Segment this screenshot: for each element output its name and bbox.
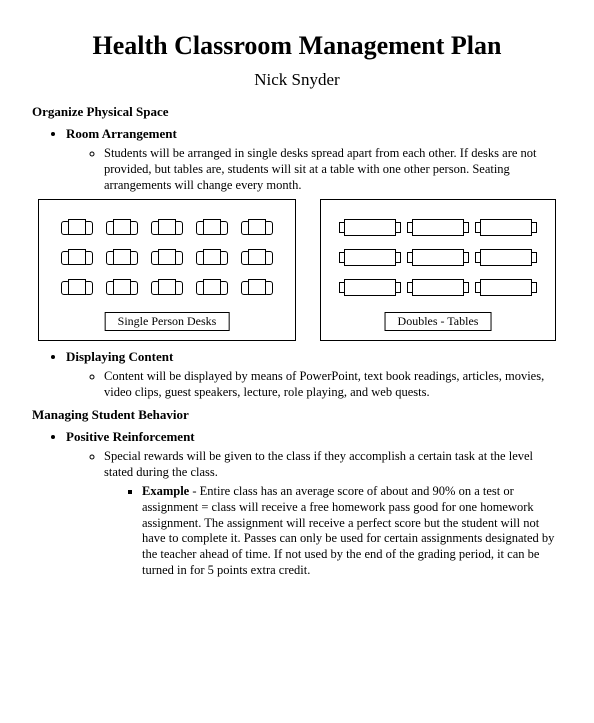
displaying-content-body: Content will be displayed by means of Po… (104, 369, 562, 400)
single-desk-icon (65, 219, 89, 235)
doubles-table-icon (412, 249, 464, 266)
page-title: Health Classroom Management Plan (32, 30, 562, 63)
displaying-content-label: Displaying Content (66, 349, 173, 364)
example-label: Example (142, 484, 189, 498)
single-desk-icon (155, 249, 179, 265)
positive-reinforcement-text: Special rewards will be given to the cla… (104, 449, 533, 479)
single-desk-icon (245, 279, 269, 295)
single-desk-icon (155, 219, 179, 235)
room-arrangement-label: Room Arrangement (66, 126, 177, 141)
doubles-table-icon (412, 219, 464, 236)
doubles-table-icon (344, 249, 396, 266)
single-desks-grid (59, 214, 275, 300)
section-behavior-heading: Managing Student Behavior (32, 407, 562, 423)
displaying-content-heading: Displaying Content Content will be displ… (66, 349, 562, 401)
room-arrangement-body: Students will be arranged in single desk… (104, 146, 562, 193)
positive-reinforcement-heading: Positive Reinforcement Special rewards w… (66, 429, 562, 578)
single-desk-icon (155, 279, 179, 295)
example-body: - Entire class has an average score of a… (142, 484, 554, 576)
doubles-table-icon (480, 249, 532, 266)
single-desk-icon (65, 279, 89, 295)
positive-reinforcement-label: Positive Reinforcement (66, 429, 195, 444)
seating-diagrams: Single Person Desks Doubles - Tables (32, 199, 562, 341)
doubles-table-icon (344, 279, 396, 296)
author-name: Nick Snyder (32, 69, 562, 90)
single-desks-caption: Single Person Desks (105, 312, 230, 331)
example-item: Example - Entire class has an average sc… (142, 484, 562, 578)
single-desk-icon (200, 279, 224, 295)
doubles-table-icon (344, 219, 396, 236)
single-desk-icon (245, 249, 269, 265)
single-desk-icon (110, 219, 134, 235)
single-desk-icon (110, 249, 134, 265)
single-desk-icon (245, 219, 269, 235)
single-desk-icon (110, 279, 134, 295)
single-desk-icon (200, 249, 224, 265)
doubles-table-icon (412, 279, 464, 296)
doubles-tables-grid (343, 214, 533, 300)
single-desk-icon (65, 249, 89, 265)
doubles-tables-caption: Doubles - Tables (385, 312, 492, 331)
doubles-tables-diagram: Doubles - Tables (320, 199, 556, 341)
section-organize-heading: Organize Physical Space (32, 104, 562, 120)
room-arrangement-heading: Room Arrangement Students will be arrang… (66, 126, 562, 193)
single-desk-icon (200, 219, 224, 235)
doubles-table-icon (480, 219, 532, 236)
single-desks-diagram: Single Person Desks (38, 199, 296, 341)
positive-reinforcement-body: Special rewards will be given to the cla… (104, 449, 562, 578)
doubles-table-icon (480, 279, 532, 296)
